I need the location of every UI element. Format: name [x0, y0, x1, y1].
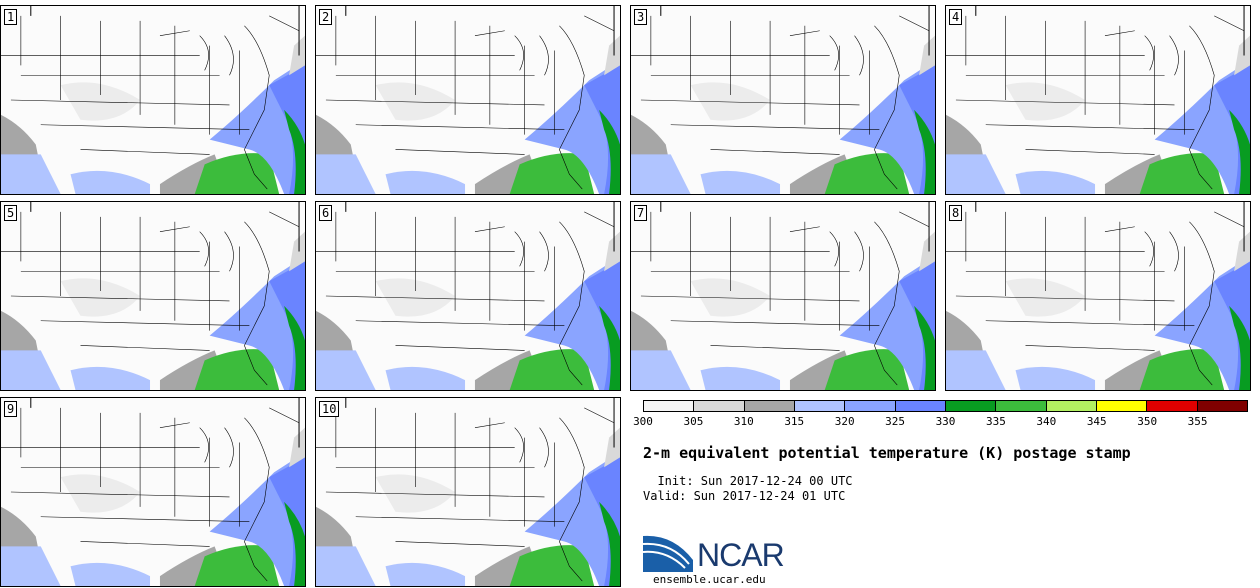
ensemble-url: ensemble.ucar.edu: [653, 573, 766, 586]
valid-time: Valid: Sun 2017-12-24 01 UTC: [643, 489, 846, 503]
plot-title: 2-m equivalent potential temperature (K)…: [643, 444, 1131, 462]
color-scale-tick-label: 330: [935, 415, 956, 428]
color-scale-tick-label: 315: [784, 415, 805, 428]
postage-stamp-map: 3: [630, 5, 936, 195]
postage-stamp-map: 1: [0, 5, 306, 195]
ncar-logo-icon: [643, 535, 693, 572]
postage-stamp-map: 6: [315, 201, 621, 391]
color-scale-segment: [794, 401, 846, 411]
color-scale-tick-label: 335: [985, 415, 1006, 428]
member-number: 2: [319, 9, 333, 25]
color-scale-tick-label: 325: [885, 415, 906, 428]
member-number: 6: [319, 205, 333, 221]
color-scale-segment: [1147, 401, 1198, 411]
postage-stamp-map: 2: [315, 5, 621, 195]
color-scale-segment: [845, 401, 896, 411]
color-scale-tick-label: 340: [1036, 415, 1057, 428]
color-scale-segment: [1096, 401, 1148, 411]
member-number: 3: [634, 9, 648, 25]
postage-stamp-map: 5: [0, 201, 306, 391]
color-scale-segment: [895, 401, 946, 411]
color-scale-segment: [644, 401, 695, 411]
color-scale-segment: [1046, 401, 1097, 411]
postage-stamp-map: 9: [0, 397, 306, 587]
color-scale-segment: [744, 401, 795, 411]
color-scale-segment: [1197, 401, 1247, 411]
member-number: 7: [634, 205, 648, 221]
color-scale-segment: [694, 401, 745, 411]
color-scale-segment: [945, 401, 997, 411]
member-number: 1: [4, 9, 18, 25]
color-scale-tick-label: 305: [683, 415, 704, 428]
color-scale-tick-label: 355: [1187, 415, 1208, 428]
member-number: 8: [949, 205, 963, 221]
postage-stamp-map: 4: [945, 5, 1251, 195]
postage-stamp-map: 10: [315, 397, 621, 587]
color-scale-labels: 300 305 310 315 320 325 330 335 340 345 350 355: [633, 415, 1248, 429]
color-scale-segment: [996, 401, 1047, 411]
init-time: Init: Sun 2017-12-24 00 UTC: [643, 474, 853, 488]
color-scale-tick-label: 310: [733, 415, 754, 428]
color-scale-tick-label: 320: [834, 415, 855, 428]
color-scale-tick-label: 350: [1137, 415, 1158, 428]
member-number: 4: [949, 9, 963, 25]
color-scale-tick-label: 345: [1086, 415, 1107, 428]
postage-stamp-map: 8: [945, 201, 1251, 391]
postage-stamp-map: 7: [630, 201, 936, 391]
member-number: 9: [4, 401, 18, 417]
color-scale-bar: [643, 400, 1248, 412]
color-scale-tick-label: 300: [633, 415, 653, 428]
member-number: 10: [319, 401, 340, 417]
ncar-logo-text: NCAR: [697, 537, 785, 573]
member-number: 5: [4, 205, 18, 221]
